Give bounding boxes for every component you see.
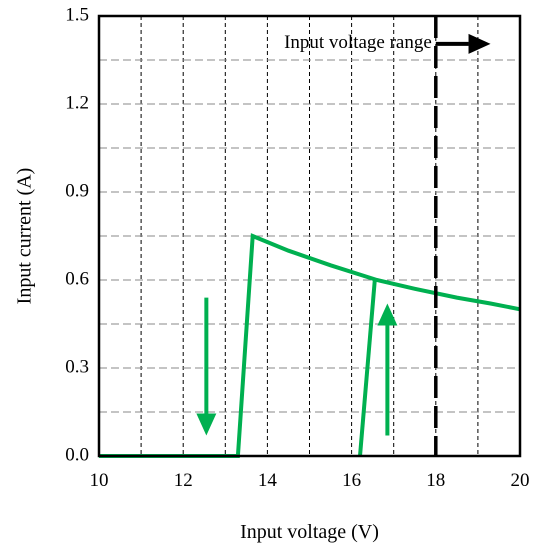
x-tick-label: 12	[174, 470, 193, 491]
series-lines	[99, 233, 521, 458]
x-tick-label: 16	[342, 470, 361, 491]
arrows	[196, 33, 491, 436]
x-axis-label: Input voltage (V)	[240, 521, 379, 543]
y-tick-label: 0.9	[65, 180, 89, 201]
series-line	[358, 279, 377, 457]
y-tick-label: 1.2	[65, 92, 89, 113]
plot-frame	[97, 14, 522, 458]
series-line	[99, 233, 521, 458]
y-tick-label: 0.3	[65, 356, 89, 377]
arrow-head	[468, 33, 491, 54]
x-tick-label: 18	[426, 470, 445, 491]
annotation-label: Input voltage range	[284, 32, 432, 53]
y-tick-label: 1.5	[65, 4, 89, 25]
x-tick-label: 14	[258, 470, 278, 491]
x-tick-label: 20	[511, 470, 530, 491]
tick-labels: 10 12 14 16 18 20 0.0 0.3 0.6 0.9 1.2 1.5	[65, 4, 529, 491]
x-tick-label: 10	[90, 470, 109, 491]
y-tick-label: 0.6	[65, 268, 89, 289]
y-tick-label: 0.0	[65, 444, 89, 465]
arrow-head	[377, 303, 398, 326]
grid-lines	[99, 16, 520, 456]
y-axis-label: Input current (A)	[14, 168, 36, 305]
arrow-head	[196, 413, 217, 436]
